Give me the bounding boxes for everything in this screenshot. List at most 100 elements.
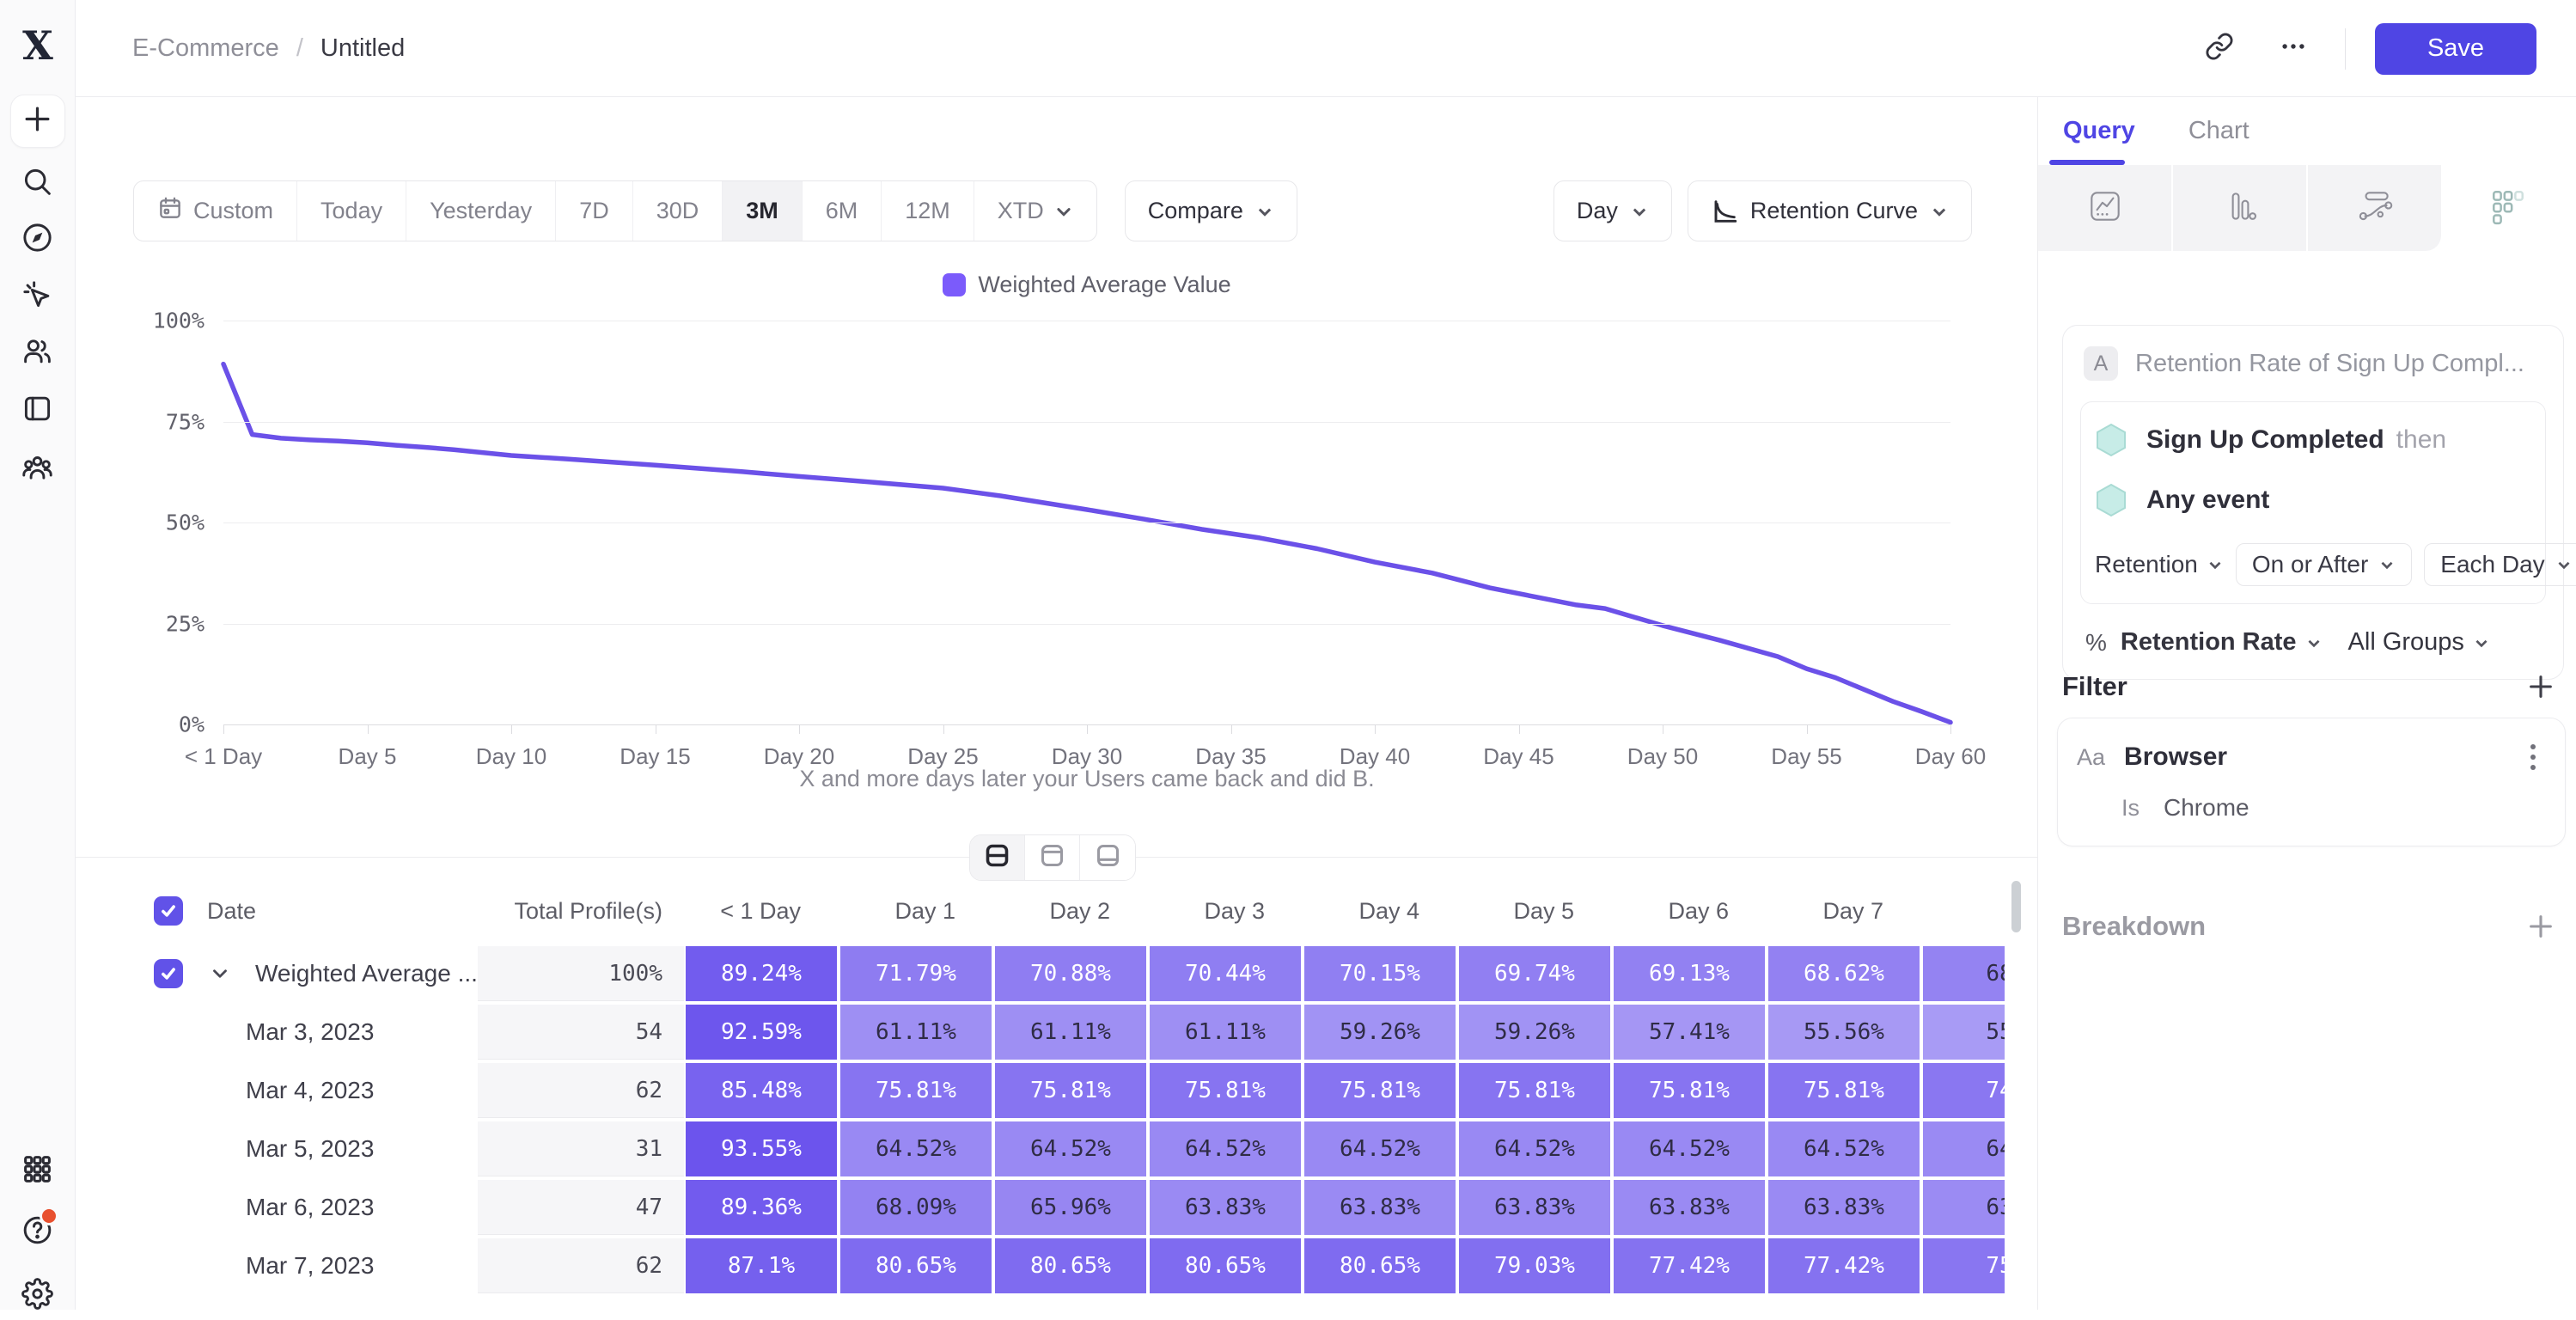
filter-operator[interactable]: Is	[2121, 794, 2140, 821]
breadcrumb-page[interactable]: Untitled	[320, 34, 406, 62]
filter-card-browser[interactable]: Aa Browser Is Chrome	[2057, 718, 2566, 846]
retention-cell[interactable]: 93.55%	[686, 1121, 837, 1176]
settings-button[interactable]	[14, 1272, 62, 1320]
add-breakdown-button[interactable]	[2526, 912, 2555, 941]
create-button[interactable]	[9, 95, 65, 148]
retention-cell[interactable]: 75.81%	[1150, 1063, 1301, 1118]
retention-cell[interactable]: 77.42%	[1614, 1238, 1765, 1293]
apps-nav-button[interactable]	[14, 1147, 62, 1195]
cohorts-nav-button[interactable]	[14, 446, 62, 494]
retention-cell[interactable]: 69.74%	[1459, 946, 1610, 1001]
retention-cell[interactable]: 64.52%	[995, 1121, 1146, 1176]
retention-cell[interactable]: 65.96%	[995, 1180, 1146, 1235]
retention-cell[interactable]: 89.36%	[686, 1180, 837, 1235]
retention-cell[interactable]: 59.26%	[1304, 1005, 1456, 1060]
metric-dropdown[interactable]: Retention Rate	[2121, 628, 2323, 657]
retention-cell[interactable]: 89.24%	[686, 946, 837, 1001]
event-row-sign-up[interactable]: Sign Up Completed then	[2095, 423, 2531, 457]
range-yesterday[interactable]: Yesterday	[406, 181, 557, 241]
window-dropdown[interactable]: On or After	[2235, 543, 2413, 586]
retention-cell[interactable]: 63.83%	[1768, 1180, 1920, 1235]
retention-cell[interactable]: 64.52%	[1459, 1121, 1610, 1176]
compare-button[interactable]: Compare	[1124, 180, 1297, 241]
retention-cell[interactable]: 64.52%	[1614, 1121, 1765, 1176]
retention-cell[interactable]: 71.79%	[840, 946, 992, 1001]
retention-cell[interactable]: 68.09%	[840, 1180, 992, 1235]
tab-chart[interactable]: Chart	[2188, 117, 2249, 144]
retention-cell[interactable]: 57.41%	[1614, 1005, 1765, 1060]
filter-kebab-menu[interactable]	[2520, 742, 2546, 772]
viz-type-dropdown[interactable]: Retention Curve	[1687, 180, 1972, 241]
retention-cell-clipped[interactable]: 55	[1923, 1005, 2005, 1060]
retention-cell[interactable]: 63.83%	[1150, 1180, 1301, 1235]
retention-cell[interactable]: 64.52%	[1150, 1121, 1301, 1176]
retention-cell[interactable]: 92.59%	[686, 1005, 837, 1060]
retention-cell-clipped[interactable]: 75	[1923, 1238, 2005, 1293]
flow-chart-type-tile[interactable]	[2308, 165, 2441, 251]
actions-nav-button[interactable]	[14, 273, 62, 321]
chart-only-view-toggle[interactable]	[1025, 835, 1080, 880]
retention-mode-dropdown[interactable]: Retention	[2095, 551, 2224, 578]
retention-cell[interactable]: 64.52%	[1768, 1121, 1920, 1176]
retention-cell[interactable]: 63.83%	[1459, 1180, 1610, 1235]
range-30d[interactable]: 30D	[633, 181, 723, 241]
retention-cell[interactable]: 75.81%	[1768, 1063, 1920, 1118]
granularity-dropdown[interactable]: Day	[1553, 180, 1672, 241]
retention-cell[interactable]: 75.81%	[995, 1063, 1146, 1118]
retention-cell[interactable]: 63.83%	[1304, 1180, 1456, 1235]
add-filter-button[interactable]	[2526, 672, 2555, 701]
split-view-toggle[interactable]	[970, 835, 1025, 880]
range-today[interactable]: Today	[297, 181, 407, 241]
retention-cell[interactable]: 61.11%	[995, 1005, 1146, 1060]
more-options-button[interactable]	[2271, 27, 2316, 71]
retention-cell[interactable]: 87.1%	[686, 1238, 837, 1293]
share-link-button[interactable]	[2197, 27, 2242, 71]
app-logo[interactable]: X	[22, 22, 53, 69]
retention-cell[interactable]: 63.83%	[1614, 1180, 1765, 1235]
retention-cell[interactable]: 70.44%	[1150, 946, 1301, 1001]
table-only-view-toggle[interactable]	[1080, 835, 1135, 880]
retention-cell[interactable]: 79.03%	[1459, 1238, 1610, 1293]
retention-cell[interactable]: 75.81%	[1459, 1063, 1610, 1118]
explore-nav-button[interactable]	[14, 216, 62, 264]
retention-cell[interactable]: 70.88%	[995, 946, 1146, 1001]
retention-cell[interactable]: 55.56%	[1768, 1005, 1920, 1060]
query-title[interactable]: Retention Rate of Sign Up Compl...	[2135, 349, 2524, 377]
retention-cell[interactable]: 75.81%	[1614, 1063, 1765, 1118]
search-nav-button[interactable]	[14, 160, 62, 208]
retention-cell[interactable]: 61.11%	[840, 1005, 992, 1060]
retention-cell[interactable]: 80.65%	[840, 1238, 992, 1293]
groups-dropdown[interactable]: All Groups	[2336, 628, 2490, 657]
row-expand-chevron[interactable]	[209, 962, 231, 985]
bar-chart-type-tile[interactable]	[2173, 165, 2308, 251]
retention-cell[interactable]: 64.52%	[840, 1121, 992, 1176]
event-row-any-event[interactable]: Any event	[2095, 483, 2531, 517]
range-xtd[interactable]: XTD	[974, 181, 1096, 241]
save-button[interactable]: Save	[2375, 22, 2536, 75]
users-nav-button[interactable]	[14, 329, 62, 377]
retention-cell-clipped[interactable]: 63	[1923, 1180, 2005, 1235]
legend-item-weighted-average[interactable]: Weighted Average Value	[943, 272, 1231, 298]
retention-cell[interactable]: 70.15%	[1304, 946, 1456, 1001]
retention-cell[interactable]: 80.65%	[1150, 1238, 1301, 1293]
range-12m[interactable]: 12M	[882, 181, 974, 241]
retention-cell[interactable]: 64.52%	[1304, 1121, 1456, 1176]
retention-cell[interactable]: 59.26%	[1459, 1005, 1610, 1060]
tab-query[interactable]: Query	[2063, 117, 2135, 144]
retention-cell-clipped[interactable]: 64	[1923, 1121, 2005, 1176]
retention-chart-type-tile-selected[interactable]	[2441, 165, 2576, 251]
range-7d[interactable]: 7D	[556, 181, 633, 241]
retention-cell[interactable]: 80.65%	[1304, 1238, 1456, 1293]
retention-cell[interactable]: 80.65%	[995, 1238, 1146, 1293]
retention-cell[interactable]: 85.48%	[686, 1063, 837, 1118]
interval-dropdown[interactable]: Each Day	[2424, 543, 2576, 586]
retention-cell[interactable]: 61.11%	[1150, 1005, 1301, 1060]
retention-cell-clipped[interactable]: 74	[1923, 1063, 2005, 1118]
breadcrumb-section[interactable]: E-Commerce	[132, 34, 279, 62]
retention-cell[interactable]: 77.42%	[1768, 1238, 1920, 1293]
range-3m-selected[interactable]: 3M	[723, 181, 803, 241]
table-scrollbar-thumb[interactable]	[2011, 881, 2021, 932]
retention-cell-clipped[interactable]: 68	[1923, 946, 2005, 1001]
insights-chart-type-tile[interactable]	[2038, 165, 2173, 251]
range-6m[interactable]: 6M	[803, 181, 882, 241]
